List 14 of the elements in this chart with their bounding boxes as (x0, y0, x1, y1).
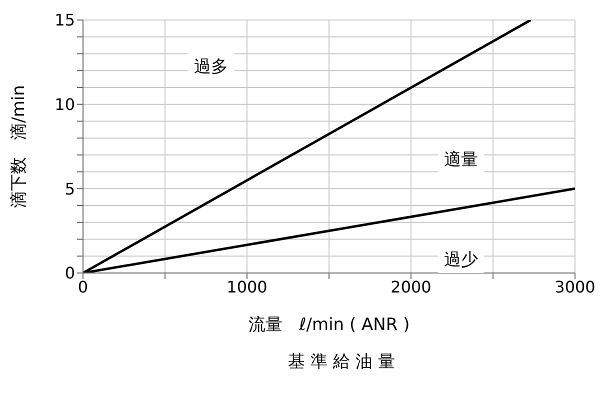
annotation: 適量 (438, 146, 484, 173)
annotation: 過多 (188, 53, 234, 80)
y-tick-label: 5 (64, 179, 75, 198)
x-tick-label: 0 (78, 277, 88, 296)
y-tick-label: 0 (64, 264, 75, 283)
x-tick-label: 1000 (226, 277, 268, 296)
y-tick-label: 10 (54, 95, 75, 114)
x-tick-label: 2000 (390, 277, 432, 296)
y-tick-label: 15 (54, 10, 75, 30)
text: 基 準 給 油 量 (287, 351, 396, 373)
y-axis-title: 滴下数 滴/min (9, 85, 30, 208)
x-tick-label: 3000 (554, 277, 596, 296)
annotation: 過少 (438, 246, 484, 273)
x-axis-title: 流量 ℓ/min ( ANR ) (248, 315, 410, 335)
